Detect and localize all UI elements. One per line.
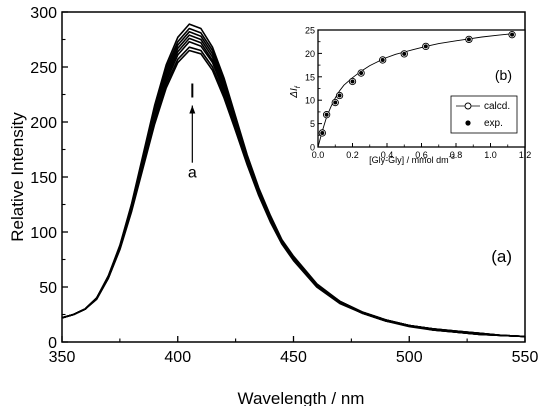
exp-point	[333, 100, 338, 105]
inset-y-tick-label: 20	[305, 49, 315, 59]
main-y-tick-label: 100	[30, 225, 57, 242]
main-y-tick-label: 0	[48, 335, 57, 352]
main-y-tick-label: 150	[30, 170, 57, 187]
exp-point	[402, 51, 407, 56]
inset-x-tick-label: 1.0	[484, 150, 497, 160]
legend-calcd-marker	[464, 102, 472, 110]
main-x-tick-label: 350	[49, 349, 76, 366]
inset-y-tick-label: 25	[305, 26, 315, 36]
exp-point	[423, 44, 428, 49]
inset-x-axis-label: [Gly-Gly] / mmol dm-3	[369, 154, 455, 165]
main-y-axis: 0 50 100 150 200 250 300	[30, 5, 68, 352]
main-y-axis-label: Relative Intensity	[8, 112, 27, 242]
main-x-tick-label: 400	[164, 349, 191, 366]
legend-calcd-label: calcd.	[484, 101, 510, 112]
exp-point	[380, 57, 385, 62]
main-y-tick-label: 250	[30, 60, 57, 77]
main-y-tick-label: 50	[39, 280, 57, 297]
annotation-arrow	[189, 83, 196, 163]
inset-x-tick-label: 0.0	[312, 150, 325, 160]
legend-exp-marker	[465, 120, 471, 126]
inset-x-tick-label: 0.4	[381, 150, 394, 160]
main-panel-label: (a)	[491, 247, 512, 266]
exp-point	[320, 130, 325, 135]
inset-y-tick-label: 15	[305, 72, 315, 82]
main-x-axis: 350 400 450 500 550	[49, 336, 539, 366]
main-x-tick-label: 550	[512, 349, 539, 366]
inset-x-tick-label: 0.8	[450, 150, 463, 160]
main-x-tick-label: 500	[396, 349, 423, 366]
main-x-tick-label: 450	[280, 349, 307, 366]
inset-points	[318, 31, 516, 137]
inset-x-tick-label: 1.2	[519, 150, 532, 160]
main-y-tick-label: 200	[30, 115, 57, 132]
inset-y-axis-label: ΔIf	[289, 85, 302, 99]
inset-y-tick-label: 10	[305, 96, 315, 106]
annotation-label: a	[188, 165, 197, 182]
exp-point	[359, 71, 364, 76]
exp-point	[510, 32, 515, 37]
exp-point	[324, 112, 329, 117]
main-y-tick-label: 300	[30, 5, 57, 22]
inset-x-tick-label: 0.6	[415, 150, 428, 160]
inset-y-tick-label: 0	[310, 143, 315, 153]
inset-x-tick-label: 0.2	[346, 150, 359, 160]
inset-y-axis: 0 5 10 15 20 25	[305, 26, 322, 153]
main-x-axis-label: Wavelength / nm	[238, 389, 365, 406]
inset-legend: calcd. exp.	[450, 95, 518, 134]
spectrum-line-8	[61, 49, 526, 338]
inset-x-axis: 0.0 0.2 0.4 0.6 0.8 1.0 1.2	[312, 143, 532, 160]
exp-point	[466, 37, 471, 42]
exp-point	[350, 79, 355, 84]
exp-point	[337, 93, 342, 98]
inset-panel-label: (b)	[495, 67, 512, 83]
inset-y-tick-label: 5	[310, 119, 315, 129]
legend-exp-label: exp.	[484, 118, 503, 129]
main-curves	[61, 23, 526, 338]
inset-chart: 0.0 0.2 0.4 0.6 0.8 1.0 1.2 0 5 10 15 20 25 [Gly-Gl…	[289, 26, 531, 166]
